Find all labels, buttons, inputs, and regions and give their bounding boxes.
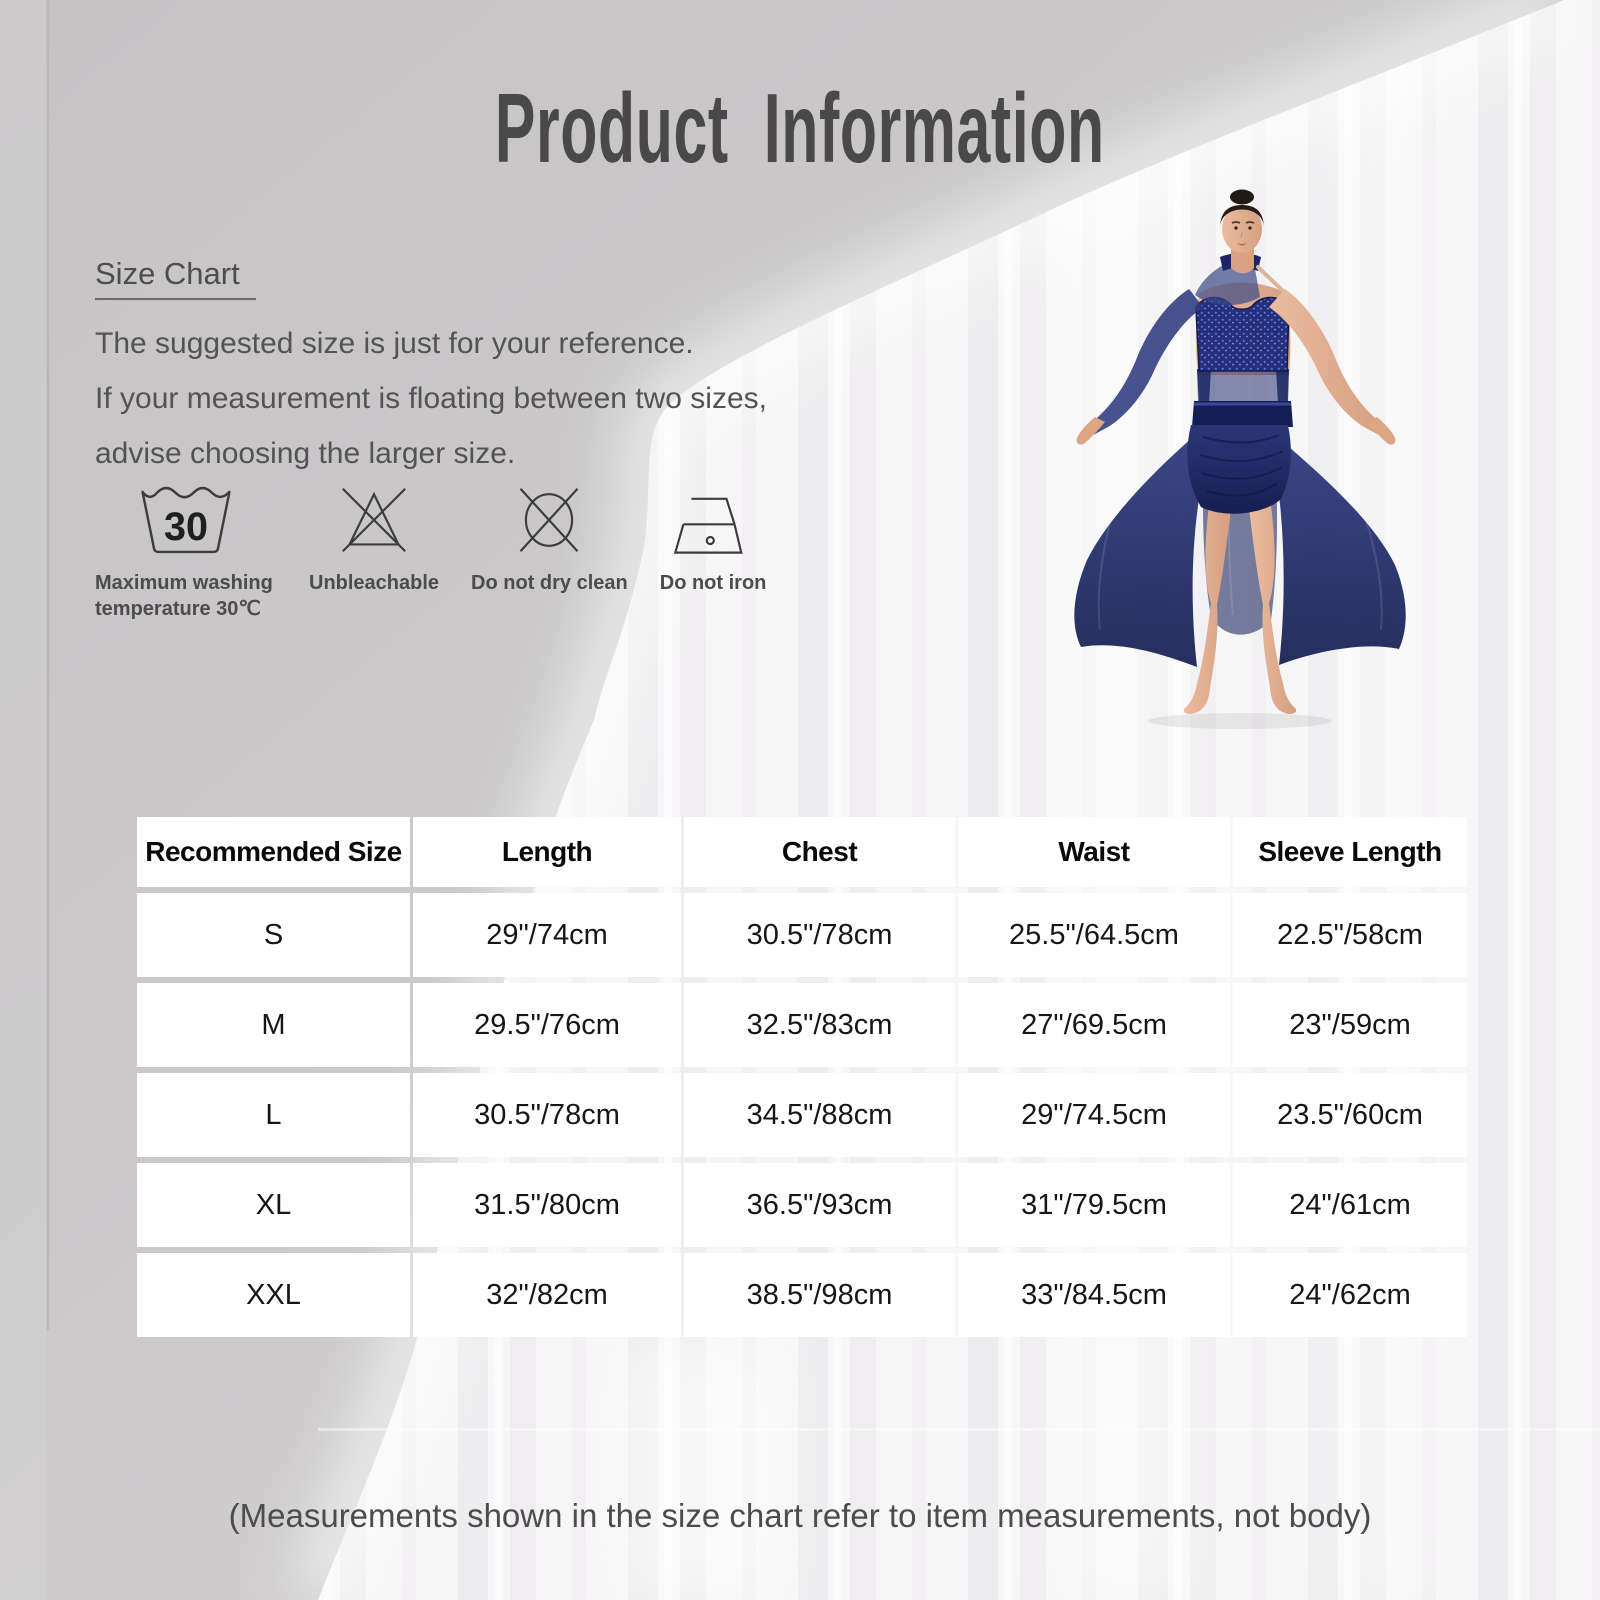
measurement-cell: 24"/62cm: [1233, 1253, 1467, 1337]
dress-mesh-sleeve: [1086, 289, 1203, 435]
do-not-iron-icon: [673, 497, 743, 554]
column-header: Chest: [684, 817, 955, 887]
model-face: [1222, 205, 1262, 253]
chiffon-skirt-left: [1074, 430, 1211, 667]
size-chart-intro: Size Chart The suggested size is just fo…: [95, 256, 767, 481]
measurement-cell: 33"/84.5cm: [958, 1253, 1230, 1337]
care-label: Unbleachable: [309, 572, 440, 594]
page-title-text: Product Information: [495, 73, 1105, 183]
care-item-do-not-iron: Do not iron: [659, 478, 767, 596]
size-cell: S: [137, 893, 410, 977]
product-photo: [1074, 189, 1406, 729]
do-not-bleach-icon: [342, 488, 406, 552]
dress-mesh-midriff: [1197, 369, 1289, 403]
care-label: Do not iron: [659, 572, 767, 594]
page-title: Product Information: [0, 72, 1600, 185]
measurement-cell: 38.5"/98cm: [684, 1253, 955, 1337]
model-hair: [1219, 205, 1265, 229]
measurement-cell: 23"/59cm: [1233, 983, 1467, 1067]
model-left-leg: [1183, 505, 1231, 715]
size-chart-heading: Size Chart: [95, 256, 256, 300]
intro-line: advise choosing the larger size.: [95, 437, 516, 470]
size-cell: M: [137, 983, 410, 1067]
wash-30-icon: 30: [140, 486, 232, 554]
chiffon-skirt-right: [1269, 430, 1406, 665]
measurement-cell: 34.5"/88cm: [684, 1073, 955, 1157]
size-cell: XXL: [137, 1253, 410, 1337]
care-item-unbleachable: Unbleachable: [309, 478, 439, 596]
care-label: Maximum washing temperature 30℃: [95, 572, 273, 620]
wash-temperature-value: 30: [164, 505, 208, 549]
floor-shadow: [1148, 713, 1332, 729]
measurement-cell: 31.5"/80cm: [413, 1163, 681, 1247]
column-header: Sleeve Length: [1233, 817, 1467, 887]
measurement-cell: 32"/82cm: [413, 1253, 681, 1337]
measurement-cell: 29"/74.5cm: [958, 1073, 1230, 1157]
measurement-cell: 22.5"/58cm: [1233, 893, 1467, 977]
measurement-cell: 30.5"/78cm: [684, 893, 955, 977]
column-header: Recommended Size: [137, 817, 410, 887]
measurement-cell: 32.5"/83cm: [684, 983, 955, 1067]
dress-waistband: [1192, 401, 1293, 427]
dress-mesh-shoulder: [1195, 263, 1260, 306]
measurement-note: (Measurements shown in the size chart re…: [228, 1497, 1372, 1534]
care-label: Do not dry clean: [471, 572, 628, 594]
measurement-cell: 23.5"/60cm: [1233, 1073, 1467, 1157]
measurement-cell: 36.5"/93cm: [684, 1163, 955, 1247]
size-chart-table: Recommended Size Length Chest Waist Slee…: [137, 817, 1467, 1337]
measurement-cell: 31"/79.5cm: [958, 1163, 1230, 1247]
measurement-cell: 27"/69.5cm: [958, 983, 1230, 1067]
size-cell: XL: [137, 1163, 410, 1247]
model-right-hand: [1367, 417, 1396, 445]
measurement-cell: 24"/61cm: [1233, 1163, 1467, 1247]
measurement-cell: 30.5"/78cm: [413, 1073, 681, 1157]
do-not-dry-clean-icon: [520, 488, 579, 552]
model-facial-features: [1231, 221, 1255, 246]
measurement-cell: 25.5"/64.5cm: [958, 893, 1230, 977]
measurement-cell: 29.5"/76cm: [413, 983, 681, 1067]
care-item-do-not-dry-clean: Do not dry clean: [471, 478, 628, 596]
intro-line: The suggested size is just for your refe…: [95, 327, 694, 360]
model-hair-bun: [1230, 189, 1254, 205]
model-right-leg: [1249, 505, 1297, 715]
intro-line: If your measurement is floating between …: [95, 382, 767, 415]
size-cell: L: [137, 1073, 410, 1157]
dress-ruched-skirt: [1187, 425, 1291, 514]
dress-shoulder-strap: [1256, 265, 1285, 293]
model-right-arm: [1269, 289, 1386, 435]
care-item-max-wash-30: 30 Maximum washing temperature 30℃: [95, 478, 277, 622]
care-instructions: 30 Maximum washing temperature 30℃ Unble…: [95, 478, 766, 622]
column-header: Waist: [958, 817, 1230, 887]
skirt-ruche-lines: [1199, 434, 1284, 497]
measurement-cell: 29"/74cm: [413, 893, 681, 977]
column-header: Length: [413, 817, 681, 887]
model-left-hand: [1076, 417, 1105, 445]
